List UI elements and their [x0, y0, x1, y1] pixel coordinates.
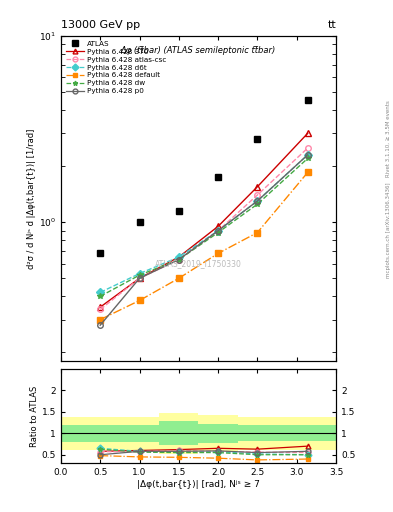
Pythia 6.428 p0 — [176, 257, 181, 263]
Line: ATLAS: ATLAS — [97, 97, 311, 257]
Pythia 6.428 dw — [305, 155, 310, 161]
Pythia 6.428 default — [137, 297, 142, 304]
Line: Pythia 6.428 default: Pythia 6.428 default — [97, 169, 310, 323]
Pythia 6.428 default — [176, 275, 181, 282]
Text: ATLAS_2019_I1750330: ATLAS_2019_I1750330 — [155, 259, 242, 268]
Pythia 6.428 370 — [176, 254, 181, 260]
Pythia 6.428 d6t — [305, 152, 310, 158]
ATLAS — [137, 219, 142, 225]
Pythia 6.428 atlas-csc — [216, 228, 220, 234]
Pythia 6.428 370 — [98, 304, 103, 310]
Pythia 6.428 370 — [137, 275, 142, 282]
Text: Rivet 3.1.10, ≥ 3.5M events: Rivet 3.1.10, ≥ 3.5M events — [386, 100, 391, 177]
Pythia 6.428 dw — [255, 201, 260, 207]
Pythia 6.428 dw — [137, 272, 142, 278]
ATLAS — [176, 208, 181, 214]
Pythia 6.428 default — [216, 250, 220, 257]
Pythia 6.428 atlas-csc — [176, 257, 181, 263]
Line: Pythia 6.428 370: Pythia 6.428 370 — [97, 131, 310, 310]
ATLAS — [305, 97, 310, 103]
Pythia 6.428 p0 — [305, 152, 310, 158]
Pythia 6.428 dw — [98, 293, 103, 300]
Pythia 6.428 p0 — [255, 198, 260, 204]
Pythia 6.428 atlas-csc — [98, 306, 103, 312]
Pythia 6.428 370 — [255, 184, 260, 190]
Pythia 6.428 370 — [216, 223, 220, 229]
ATLAS — [255, 136, 260, 142]
Pythia 6.428 dw — [176, 257, 181, 263]
Pythia 6.428 atlas-csc — [137, 275, 142, 282]
X-axis label: |Δφ(t,bar{t})| [rad], Nʲˢ ≥ 7: |Δφ(t,bar{t})| [rad], Nʲˢ ≥ 7 — [137, 480, 260, 489]
Line: Pythia 6.428 atlas-csc: Pythia 6.428 atlas-csc — [97, 145, 310, 312]
Pythia 6.428 default — [98, 316, 103, 323]
Legend: ATLAS, Pythia 6.428 370, Pythia 6.428 atlas-csc, Pythia 6.428 d6t, Pythia 6.428 : ATLAS, Pythia 6.428 370, Pythia 6.428 at… — [64, 39, 168, 96]
ATLAS — [216, 174, 220, 180]
Pythia 6.428 p0 — [137, 275, 142, 282]
Pythia 6.428 default — [305, 169, 310, 176]
Y-axis label: Ratio to ATLAS: Ratio to ATLAS — [30, 386, 39, 446]
Line: Pythia 6.428 d6t: Pythia 6.428 d6t — [97, 152, 310, 295]
Y-axis label: d²σ / d Nʲˢ d |Δφ(t,bar{t})| [1/rad]: d²σ / d Nʲˢ d |Δφ(t,bar{t})| [1/rad] — [27, 128, 36, 269]
Text: mcplots.cern.ch [arXiv:1306.3436]: mcplots.cern.ch [arXiv:1306.3436] — [386, 183, 391, 278]
Line: Pythia 6.428 dw: Pythia 6.428 dw — [97, 156, 310, 299]
Pythia 6.428 dw — [216, 229, 220, 236]
Pythia 6.428 p0 — [98, 322, 103, 328]
Pythia 6.428 default — [255, 229, 260, 236]
Text: 13000 GeV pp: 13000 GeV pp — [61, 19, 140, 30]
Pythia 6.428 d6t — [98, 289, 103, 295]
Text: Δφ (tt̅bar) (ATLAS semileptonic tt̅bar): Δφ (tt̅bar) (ATLAS semileptonic tt̅bar) — [121, 46, 276, 55]
Pythia 6.428 d6t — [216, 228, 220, 234]
Pythia 6.428 d6t — [137, 270, 142, 276]
Line: Pythia 6.428 p0: Pythia 6.428 p0 — [97, 152, 310, 328]
Text: tt: tt — [327, 19, 336, 30]
Pythia 6.428 d6t — [255, 198, 260, 204]
Pythia 6.428 atlas-csc — [255, 192, 260, 198]
Pythia 6.428 d6t — [176, 254, 181, 260]
Pythia 6.428 p0 — [216, 228, 220, 234]
Pythia 6.428 370 — [305, 130, 310, 136]
ATLAS — [98, 250, 103, 257]
Pythia 6.428 atlas-csc — [305, 145, 310, 151]
